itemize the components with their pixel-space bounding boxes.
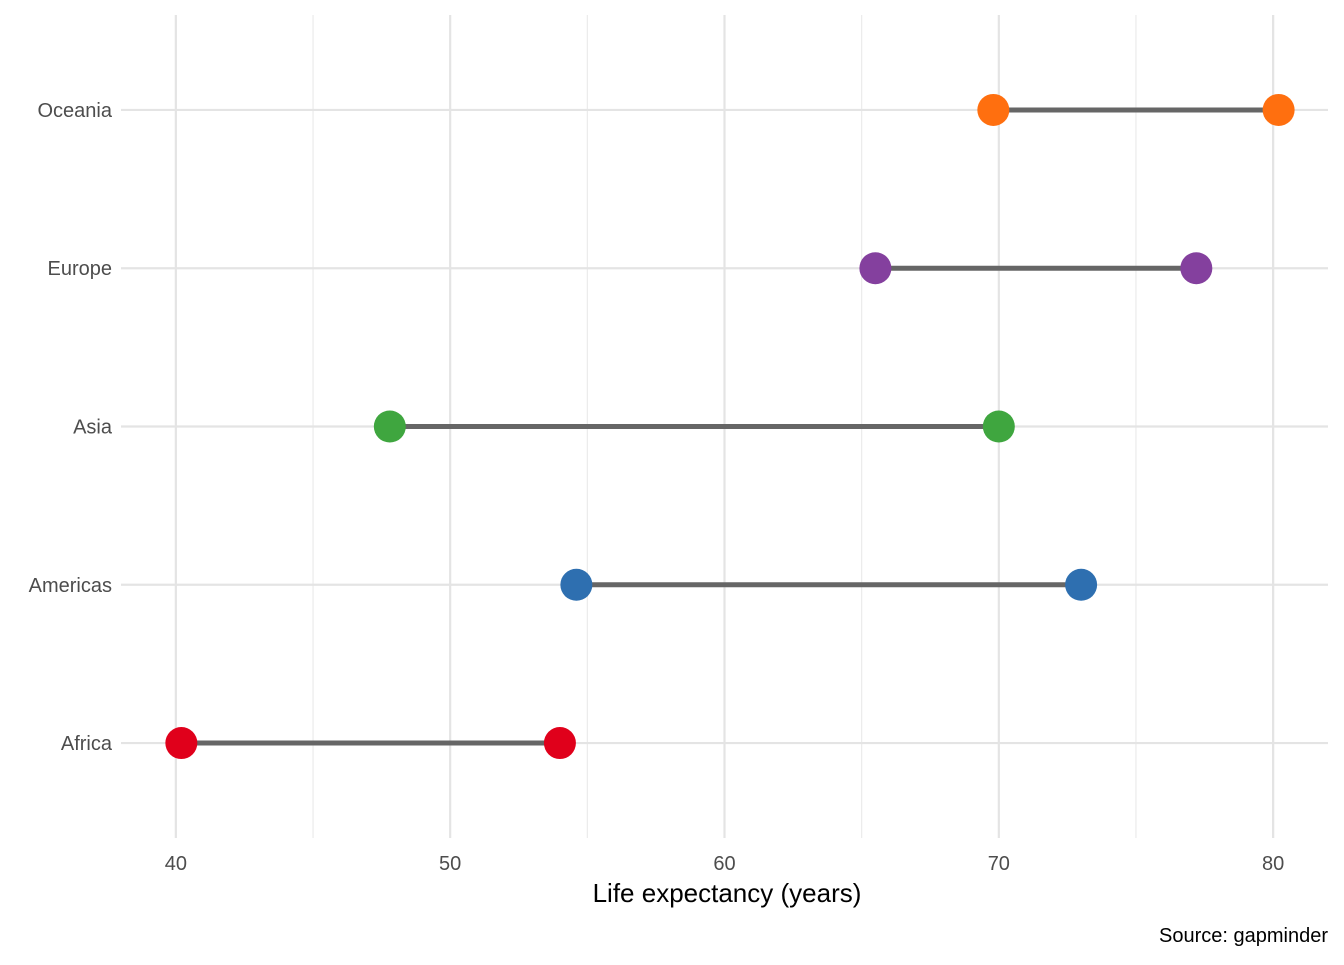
y-tick-label-asia: Asia (73, 417, 113, 439)
point-end-africa (543, 727, 576, 760)
y-tick-label-africa: Africa (61, 733, 113, 755)
caption: Source: gapminder (1159, 925, 1328, 947)
point-start-americas (560, 568, 593, 601)
point-end-europe (1180, 252, 1213, 285)
point-start-asia (373, 410, 406, 443)
point-start-europe (859, 252, 892, 285)
connectors (181, 107, 1279, 746)
x-axis-labels: 40 50 60 70 80 (165, 853, 1285, 875)
x-tick-label-40: 40 (165, 853, 187, 875)
y-axis-labels: Africa Americas Asia Europe Oceania (29, 100, 113, 755)
point-start-africa (165, 727, 198, 760)
x-axis-title: Life expectancy (years) (593, 878, 862, 908)
point-end-asia (982, 410, 1015, 443)
x-tick-label-70: 70 (988, 853, 1010, 875)
point-end-americas (1065, 568, 1098, 601)
x-tick-label-60: 60 (713, 853, 735, 875)
point-start-oceania (977, 93, 1010, 126)
y-tick-label-europe: Europe (48, 258, 113, 280)
y-tick-label-oceania: Oceania (38, 100, 113, 122)
x-tick-label-50: 50 (439, 853, 461, 875)
y-tick-label-americas: Americas (29, 575, 112, 597)
point-end-oceania (1262, 93, 1295, 126)
x-tick-label-80: 80 (1262, 853, 1284, 875)
points (165, 93, 1295, 760)
